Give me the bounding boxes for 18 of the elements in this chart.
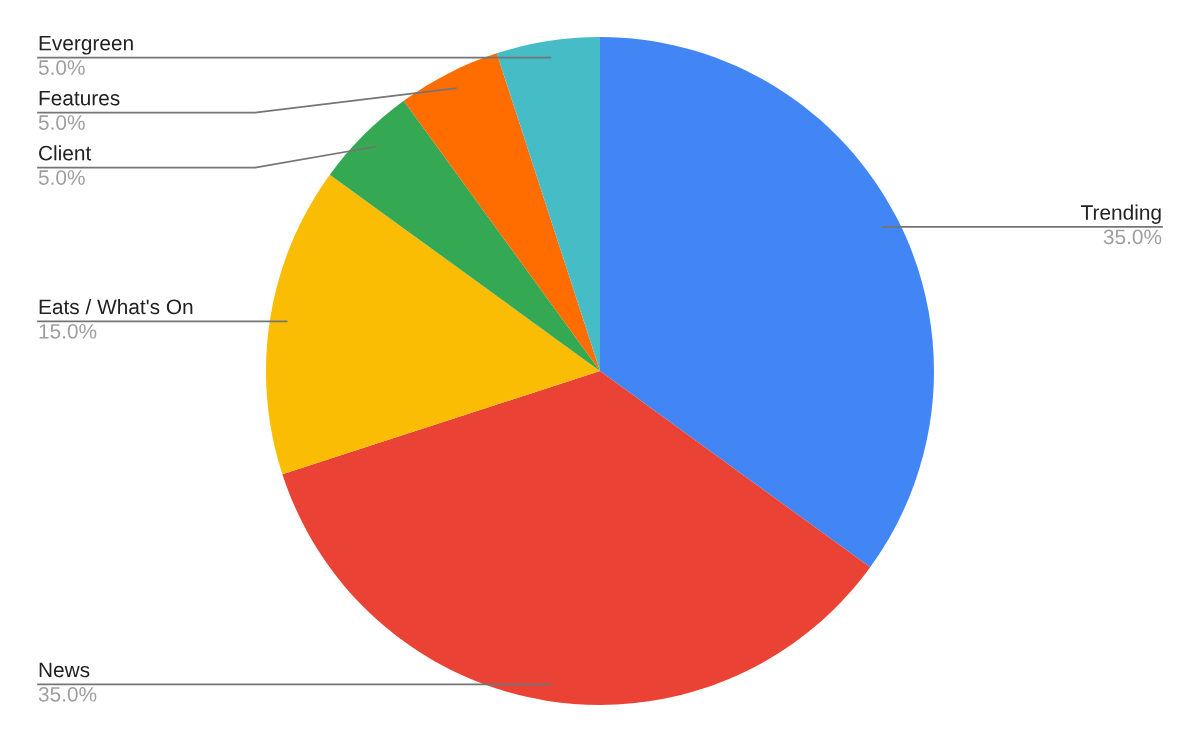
slice-label: Client xyxy=(39,145,92,161)
pie-slice xyxy=(282,371,871,705)
slice-label: Trending xyxy=(1081,204,1161,224)
pie-slice xyxy=(403,53,600,371)
data-label: 35.0% xyxy=(38,686,97,702)
data-label: 5.0% xyxy=(38,170,85,185)
slice-label: Features xyxy=(39,90,120,106)
pie-slice xyxy=(496,37,600,371)
data-label: 15.0% xyxy=(39,323,97,339)
slice-label: Evergreen xyxy=(39,35,133,55)
slice-label: News xyxy=(39,662,90,678)
data-label: 5.0% xyxy=(38,115,85,130)
data-label: 5.0% xyxy=(38,60,85,75)
pie-slice xyxy=(329,100,600,371)
data-label: 35.0% xyxy=(1103,229,1162,245)
pie-slice xyxy=(266,174,600,475)
slice-label: Eats / What's On xyxy=(39,298,193,315)
pie-slice xyxy=(600,37,934,568)
